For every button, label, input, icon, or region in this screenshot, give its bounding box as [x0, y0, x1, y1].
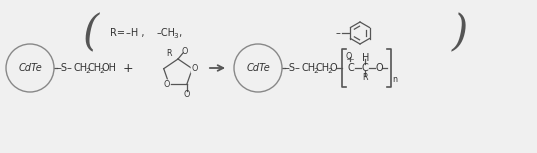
Text: O: O — [184, 90, 190, 99]
Text: CH: CH — [88, 63, 102, 73]
Text: 2: 2 — [313, 68, 318, 74]
Text: ): ) — [452, 12, 468, 54]
Text: 3: 3 — [173, 33, 178, 39]
Text: CH: CH — [74, 63, 88, 73]
Text: O: O — [164, 80, 170, 89]
Text: ,: , — [176, 28, 182, 38]
Text: n: n — [392, 75, 397, 84]
Text: –H ,: –H , — [126, 28, 144, 38]
Text: CdTe: CdTe — [18, 63, 42, 73]
Text: R: R — [362, 73, 367, 82]
Text: O: O — [191, 64, 198, 73]
Text: O: O — [330, 63, 338, 73]
Text: +: + — [122, 62, 133, 75]
Circle shape — [234, 44, 282, 92]
Text: O: O — [346, 52, 352, 60]
Text: 2: 2 — [99, 68, 104, 74]
Circle shape — [6, 44, 54, 92]
Text: –S–: –S– — [57, 63, 73, 73]
Text: –: – — [335, 28, 340, 38]
Text: O: O — [375, 63, 383, 73]
Text: (: ( — [82, 12, 98, 54]
Text: –CH: –CH — [157, 28, 176, 38]
Text: C: C — [348, 63, 355, 73]
Text: C: C — [361, 63, 368, 73]
Text: OH: OH — [102, 63, 117, 73]
Text: O: O — [182, 47, 188, 56]
Text: H: H — [362, 53, 369, 63]
Text: CH: CH — [302, 63, 316, 73]
Text: 2: 2 — [85, 68, 90, 74]
Text: R: R — [166, 49, 172, 58]
Text: CH: CH — [316, 63, 330, 73]
Text: –S–: –S– — [285, 63, 301, 73]
Text: R=: R= — [110, 28, 125, 38]
Text: CdTe: CdTe — [246, 63, 270, 73]
Text: 2: 2 — [327, 68, 332, 74]
